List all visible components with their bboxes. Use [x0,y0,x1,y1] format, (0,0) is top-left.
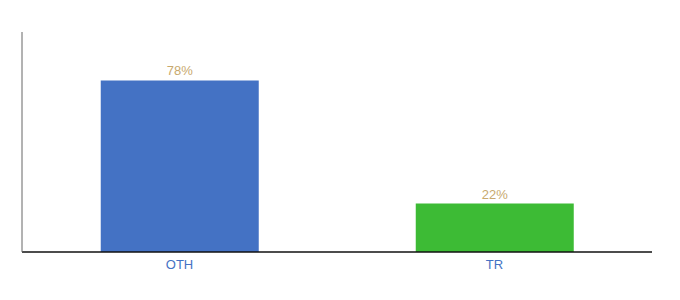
svg-text:OTH: OTH [166,257,193,272]
svg-text:22%: 22% [482,187,508,202]
svg-text:TR: TR [486,257,503,272]
svg-text:78%: 78% [167,63,193,78]
